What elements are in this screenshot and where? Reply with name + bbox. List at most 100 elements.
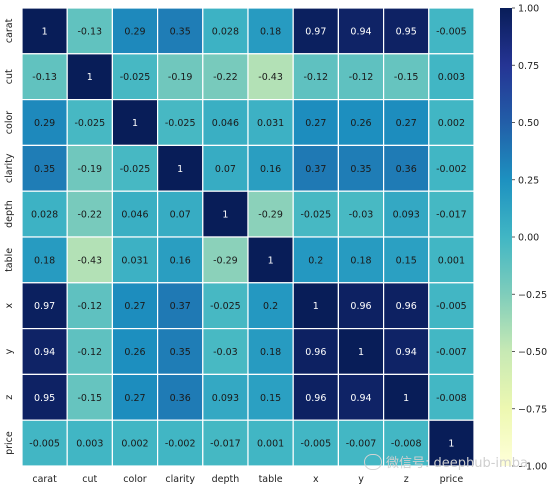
heatmap-cell (292, 373, 340, 421)
cell-value-label: 1 (87, 72, 93, 83)
cell-value-label: -0.005 (29, 439, 60, 450)
cell-value-label: -0.12 (349, 72, 374, 83)
heatmap-cell (21, 282, 68, 330)
colorbar-gradient (500, 8, 512, 466)
cell-value-label: -0.29 (213, 255, 238, 266)
y-tick-label: carat (4, 18, 15, 43)
heatmap-cell (21, 7, 68, 55)
x-tick-label: table (259, 474, 283, 485)
watermark-text: 微信号: deephub-imba (386, 456, 528, 471)
cell-value-label: 0.2 (263, 301, 278, 312)
colorbar-tick-label: 0.00 (518, 233, 539, 244)
cell-value-label: 1 (358, 347, 364, 358)
heatmap-cell (21, 236, 68, 284)
cell-value-label: 1 (222, 210, 228, 221)
cell-value-label: 0.093 (212, 393, 239, 404)
y-tick-label: y (4, 348, 15, 354)
cell-value-label: 0.36 (396, 164, 417, 175)
y-tick-label: depth (4, 200, 15, 228)
heatmap-cell (202, 373, 249, 421)
cell-value-label: -0.22 (213, 72, 238, 83)
cell-value-label: -0.13 (78, 26, 103, 37)
heatmap-cell (157, 53, 204, 101)
y-tick-label: clarity (4, 153, 15, 183)
y-tick-label: x (4, 303, 15, 309)
wechat-icon (364, 453, 382, 470)
heatmap-cell (202, 419, 249, 467)
cell-value-label: 0.028 (212, 26, 239, 37)
colorbar-tick-label: 0.25 (518, 175, 539, 186)
cell-value-label: 0.94 (34, 347, 55, 358)
cell-value-label: -0.005 (436, 26, 467, 37)
cell-value-label: 1 (403, 393, 409, 404)
cell-value-label: 0.093 (393, 210, 420, 221)
cell-value-label: 0.18 (260, 26, 281, 37)
cell-value-label: 0.96 (350, 301, 371, 312)
heatmap-cell (66, 373, 113, 421)
heatmap-cell (66, 190, 113, 238)
heatmap-cell (157, 282, 204, 330)
y-tick-label: z (4, 395, 15, 400)
cell-value-label: -0.12 (304, 72, 329, 83)
cell-value-label: 0.36 (170, 393, 191, 404)
x-tick-label: carat (32, 474, 57, 485)
heatmap-cell (66, 53, 113, 101)
cell-value-label: 0.16 (170, 255, 191, 266)
heatmap-cell (247, 190, 294, 238)
heatmap-cell (247, 419, 294, 467)
heatmap-cell (292, 144, 340, 192)
cell-value-label: 0.028 (31, 210, 58, 221)
heatmap-cells: 1 -0.13 0.29 0.35 0.028 0.18 0.97 0.94 0.95 -0.00… (21, 7, 475, 467)
cell-value-label: 0.003 (438, 72, 465, 83)
cell-value-label: -0.15 (394, 72, 419, 83)
cell-value-label: -0.19 (168, 72, 193, 83)
cell-value-label: -0.025 (120, 164, 151, 175)
heatmap-cell (337, 190, 385, 238)
x-tick-label: price (440, 474, 464, 485)
cell-value-label: 0.26 (350, 118, 371, 129)
heatmap-cell (337, 373, 385, 421)
heatmap-cell (292, 419, 340, 467)
cell-value-label: -0.19 (78, 164, 103, 175)
heatmap-cell (157, 236, 204, 284)
heatmap-cell (292, 282, 340, 330)
heatmap-cell (66, 419, 113, 467)
cell-value-label: 0.94 (396, 347, 417, 358)
heatmap-cell (202, 236, 249, 284)
cell-value-label: 0.97 (34, 301, 55, 312)
cell-value-label: 0.031 (257, 118, 284, 129)
cell-value-label: -0.008 (391, 439, 422, 450)
cell-value-label: 0.95 (34, 393, 55, 404)
heatmap-cell (157, 419, 204, 467)
x-tick-label: x (313, 474, 319, 485)
cell-value-label: 0.29 (124, 26, 145, 37)
heatmap-cell (66, 7, 113, 55)
x-tick-label: cut (82, 474, 97, 485)
heatmap-cell (428, 373, 475, 421)
cell-value-label: 1 (177, 164, 183, 175)
cell-value-label: -0.15 (78, 393, 103, 404)
cell-value-label: -0.007 (346, 439, 377, 450)
cell-value-label: 0.046 (121, 210, 148, 221)
cell-value-label: 0.16 (260, 164, 281, 175)
heatmap-cell (21, 419, 68, 467)
cell-value-label: 0.2 (308, 255, 323, 266)
cell-value-label: -0.007 (436, 347, 467, 358)
heatmap-cell (428, 282, 475, 330)
cell-value-label: 0.35 (170, 347, 191, 358)
cell-value-label: 0.94 (350, 26, 371, 37)
cell-value-label: 0.96 (396, 301, 417, 312)
cell-value-label: -0.025 (74, 118, 105, 129)
cell-value-label: -0.43 (258, 72, 283, 83)
colorbar-tick-label: 0.50 (518, 118, 539, 129)
heatmap-cell (383, 328, 430, 376)
cell-value-label: 1 (268, 255, 274, 266)
heatmap-cell (111, 98, 159, 146)
cell-value-label: 1 (448, 439, 454, 450)
cell-value-label: -0.43 (78, 255, 103, 266)
colorbar-tick-label: −0.50 (518, 347, 547, 358)
cell-value-label: 0.001 (438, 255, 465, 266)
colorbar: 1.00 0.75 0.50 0.25 0.00 −0.25 −0.50 −0.75 −1.00 (500, 4, 547, 473)
cell-value-label: 0.002 (121, 439, 148, 450)
cell-value-label: 0.07 (215, 164, 236, 175)
